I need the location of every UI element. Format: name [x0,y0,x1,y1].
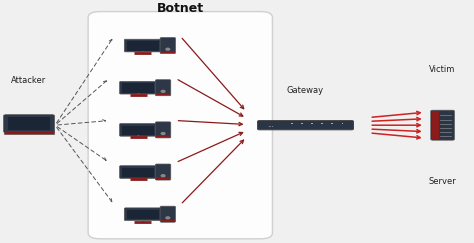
Bar [291,123,292,124]
FancyBboxPatch shape [156,135,170,138]
FancyBboxPatch shape [124,39,161,52]
Circle shape [166,48,170,50]
FancyBboxPatch shape [432,111,439,139]
FancyBboxPatch shape [119,123,156,136]
Circle shape [161,175,165,177]
FancyBboxPatch shape [127,41,159,51]
Circle shape [161,90,165,92]
Circle shape [166,217,170,219]
FancyBboxPatch shape [156,93,170,95]
Bar [301,123,303,124]
Bar [331,123,333,124]
FancyBboxPatch shape [160,206,175,222]
Text: Victim: Victim [429,65,456,74]
FancyBboxPatch shape [431,110,455,140]
FancyBboxPatch shape [155,122,171,138]
Text: ...: ... [267,122,274,128]
FancyBboxPatch shape [257,121,354,130]
FancyBboxPatch shape [122,168,154,177]
FancyBboxPatch shape [161,219,174,222]
FancyBboxPatch shape [155,80,171,96]
FancyBboxPatch shape [4,131,54,134]
Text: Gateway: Gateway [287,86,324,95]
FancyBboxPatch shape [119,81,156,94]
FancyBboxPatch shape [8,117,50,130]
FancyBboxPatch shape [127,210,159,219]
Text: Attacker: Attacker [11,76,46,85]
Bar [321,123,323,124]
FancyBboxPatch shape [119,166,156,178]
FancyBboxPatch shape [161,51,174,53]
FancyBboxPatch shape [156,177,170,180]
FancyBboxPatch shape [122,126,154,135]
Bar [311,123,313,124]
FancyBboxPatch shape [155,164,171,180]
FancyBboxPatch shape [160,38,175,53]
Text: Server: Server [428,177,456,186]
FancyBboxPatch shape [124,208,161,221]
Circle shape [161,133,165,134]
Bar [341,123,343,124]
FancyBboxPatch shape [3,115,55,133]
FancyBboxPatch shape [122,83,154,93]
FancyBboxPatch shape [88,12,273,239]
Text: Botnet: Botnet [157,2,204,15]
